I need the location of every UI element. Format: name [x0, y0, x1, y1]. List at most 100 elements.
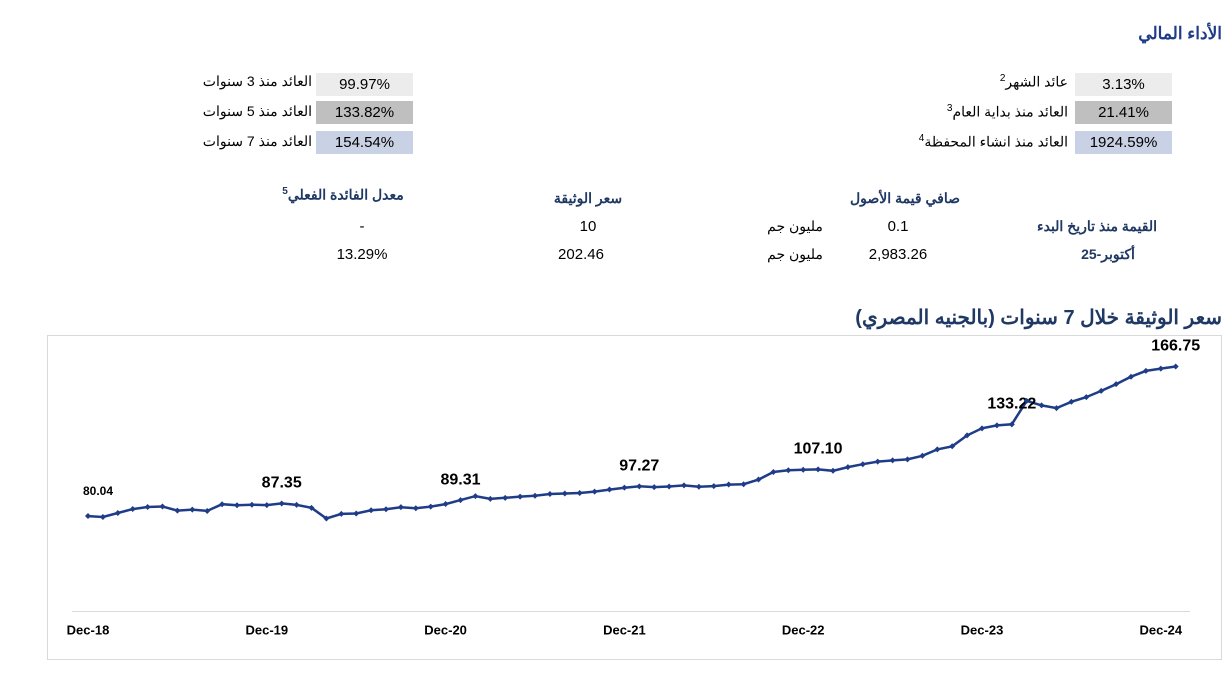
- marker: [278, 500, 285, 507]
- price: 10: [579, 218, 597, 235]
- marker: [1023, 397, 1030, 404]
- marker: [353, 510, 360, 517]
- return-value: 3.13%: [1075, 73, 1172, 96]
- marker: [740, 481, 747, 488]
- return-label: العائد منذ 7 سنوات: [202, 133, 312, 149]
- footnote: 3: [946, 103, 953, 114]
- data-label: 107.10: [794, 441, 843, 458]
- marker: [144, 503, 151, 510]
- marker: [621, 484, 628, 491]
- marker: [561, 490, 568, 497]
- marker: [591, 488, 598, 495]
- marker: [129, 506, 136, 513]
- marker: [949, 443, 956, 450]
- x-tick-label: Dec-23: [961, 622, 1004, 637]
- marker: [204, 507, 211, 514]
- return-label: عائد الشهر2: [1000, 73, 1068, 91]
- marker: [412, 505, 419, 512]
- marker: [1142, 367, 1149, 374]
- x-tick-label: Dec-18: [67, 622, 110, 637]
- unit: مليون جم: [767, 218, 823, 234]
- marker: [546, 491, 553, 498]
- marker: [427, 503, 434, 510]
- marker: [114, 510, 121, 517]
- marker: [442, 501, 449, 508]
- text: معدل الفائدة الفعلي: [287, 186, 404, 203]
- marker: [889, 457, 896, 464]
- marker: [1098, 387, 1105, 394]
- x-tick-label: Dec-21: [603, 622, 646, 637]
- marker: [368, 507, 375, 514]
- nav: 0.1: [887, 218, 909, 235]
- data-label: 80.04: [83, 484, 113, 498]
- return-value: 154.54%: [316, 131, 413, 154]
- marker: [1083, 394, 1090, 401]
- row-label: القيمة منذ تاريخ البدء: [1037, 218, 1157, 234]
- marker: [219, 501, 226, 508]
- data-label: 97.27: [619, 458, 659, 475]
- marker: [1053, 405, 1060, 412]
- footnote: 2: [999, 73, 1006, 84]
- marker: [1128, 373, 1134, 380]
- marker: [800, 466, 807, 473]
- return-label: العائد منذ 5 سنوات: [202, 103, 312, 119]
- marker: [681, 482, 687, 489]
- marker: [725, 481, 732, 488]
- marker: [248, 501, 255, 508]
- x-tick-label: Dec-22: [782, 622, 825, 637]
- marker: [606, 486, 613, 493]
- data-label: 87.35: [262, 475, 302, 492]
- marker: [636, 483, 643, 490]
- text: العائد منذ انشاء المحفظة: [924, 133, 1068, 150]
- marker: [532, 492, 538, 499]
- marker: [919, 452, 926, 459]
- marker: [844, 464, 851, 471]
- rate: -: [359, 218, 365, 235]
- marker: [785, 467, 792, 474]
- marker: [710, 483, 717, 490]
- return-value: 21.41%: [1075, 101, 1172, 124]
- chart-title: سعر الوثيقة خلال 7 سنوات (بالجنيه المصري…: [855, 307, 1222, 329]
- marker: [695, 483, 702, 490]
- marker: [859, 461, 866, 468]
- marker: [1038, 402, 1045, 409]
- marker: [651, 484, 658, 491]
- marker: [874, 458, 881, 465]
- marker: [1157, 365, 1164, 372]
- marker: [234, 502, 240, 509]
- marker: [457, 497, 464, 504]
- marker: [934, 446, 941, 453]
- marker: [383, 506, 389, 513]
- marker: [293, 501, 300, 508]
- price: 202.46: [558, 246, 604, 263]
- marker: [308, 504, 315, 511]
- return-value: 99.97%: [316, 73, 413, 96]
- return-value: 133.82%: [316, 101, 413, 124]
- marker: [174, 507, 181, 514]
- text: العائد منذ بداية العام: [952, 103, 1068, 120]
- return-label: العائد منذ بداية العام3: [947, 103, 1068, 121]
- marker: [1008, 421, 1015, 428]
- marker: [979, 425, 985, 432]
- marker: [99, 513, 106, 520]
- marker: [159, 503, 166, 510]
- x-tick-label: Dec-24: [1139, 622, 1182, 637]
- marker: [904, 456, 911, 463]
- marker: [755, 476, 762, 483]
- rate: 13.29%: [336, 246, 388, 263]
- marker: [1068, 398, 1075, 405]
- marker: [964, 432, 971, 439]
- return-value: 1924.59%: [1075, 131, 1172, 154]
- marker: [517, 493, 524, 500]
- x-tick-label: Dec-19: [245, 622, 288, 637]
- marker: [323, 515, 330, 522]
- marker: [1113, 381, 1120, 388]
- page-title: الأداء المالي: [1138, 24, 1222, 43]
- plot-frame: [47, 335, 1222, 660]
- marker: [770, 468, 777, 475]
- marker: [189, 506, 196, 513]
- data-label: 166.75: [1151, 338, 1200, 355]
- column-header: معدل الفائدة الفعلي5: [282, 186, 404, 204]
